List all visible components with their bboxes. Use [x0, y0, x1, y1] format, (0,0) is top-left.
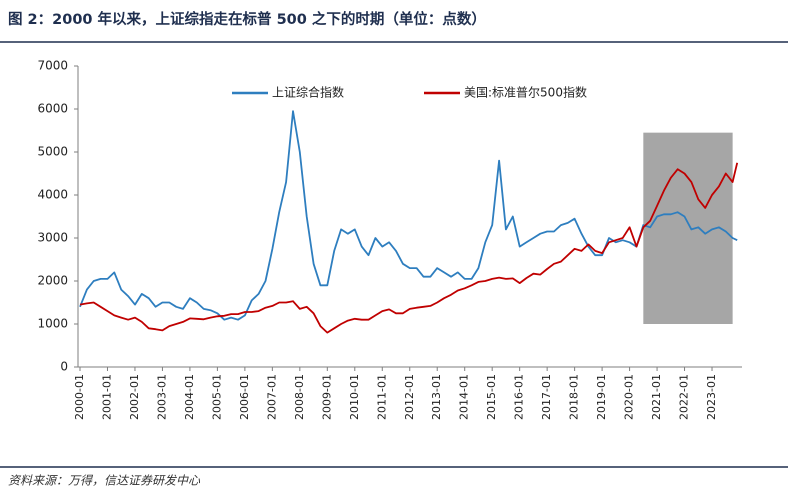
- legend-label: 上证综合指数: [272, 85, 344, 100]
- y-tick-label: 7000: [37, 59, 68, 73]
- x-tick-label: 2012-01: [403, 374, 416, 420]
- x-tick-label: 2017-01: [540, 374, 553, 420]
- y-tick-label: 0: [60, 360, 68, 374]
- x-tick-label: 2007-01: [265, 374, 278, 420]
- x-tick-label: 2002-01: [128, 374, 141, 420]
- x-tick-label: 2004-01: [183, 374, 196, 420]
- y-tick-label: 4000: [37, 188, 68, 202]
- x-tick-label: 2022-01: [678, 374, 691, 420]
- chart-title: 图 2：2000 年以来，上证综指走在标普 500 之下的时期（单位：点数）: [8, 10, 486, 28]
- x-tick-label: 2014-01: [458, 374, 471, 420]
- x-tick-label: 2006-01: [238, 374, 251, 420]
- series-line: [79, 162, 739, 334]
- y-tick-label: 5000: [37, 145, 68, 159]
- x-tick-label: 2008-01: [293, 374, 306, 420]
- x-tick-label: 2000-01: [73, 374, 86, 420]
- x-tick-label: 2016-01: [513, 374, 526, 420]
- y-tick-label: 3000: [37, 231, 68, 245]
- x-tick-label: 2005-01: [210, 374, 223, 420]
- x-tick-label: 2015-01: [485, 374, 498, 420]
- x-tick-label: 2011-01: [375, 374, 388, 420]
- x-tick-label: 2021-01: [650, 374, 663, 420]
- x-tick-label: 2023-01: [705, 374, 718, 420]
- y-tick-label: 2000: [37, 274, 68, 288]
- y-tick-label: 1000: [37, 317, 68, 331]
- x-tick-label: 2019-01: [595, 374, 608, 420]
- x-tick-label: 2010-01: [348, 374, 361, 420]
- x-tick-label: 2013-01: [430, 374, 443, 420]
- x-tick-label: 2003-01: [155, 374, 168, 420]
- series-line: [79, 110, 738, 321]
- legend-label: 美国:标准普尔500指数: [464, 85, 587, 100]
- x-tick-label: 2001-01: [100, 374, 113, 420]
- y-tick-label: 6000: [37, 102, 68, 116]
- source-note: 资料来源：万得，信达证券研发中心: [8, 474, 201, 488]
- x-tick-label: 2009-01: [320, 374, 333, 420]
- x-tick-label: 2018-01: [568, 374, 581, 420]
- x-tick-label: 2020-01: [623, 374, 636, 420]
